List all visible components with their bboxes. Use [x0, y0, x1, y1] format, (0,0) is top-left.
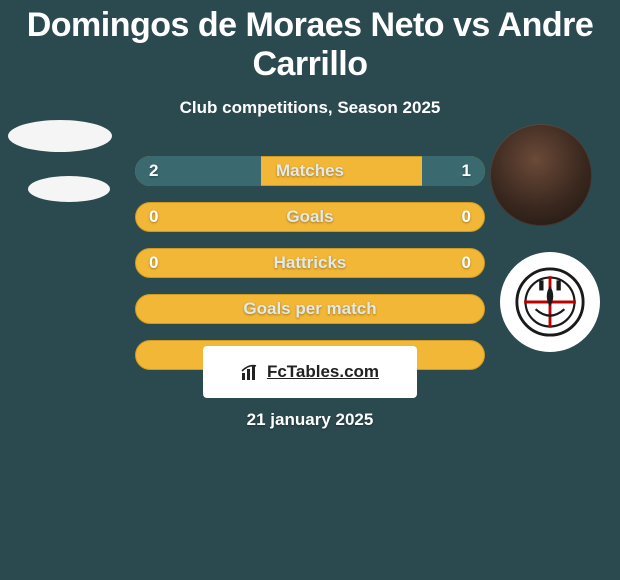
date-label: 21 january 2025 — [0, 410, 620, 430]
stat-label: Goals — [135, 202, 485, 232]
page-title: Domingos de Moraes Neto vs Andre Carrill… — [0, 0, 620, 84]
bar-chart-icon — [241, 363, 261, 381]
stat-value-right: 0 — [462, 248, 471, 278]
stat-value-left: 0 — [149, 202, 158, 232]
stat-value-left: 2 — [149, 156, 158, 186]
badge-text: FcTables.com — [267, 362, 379, 382]
stat-value-left: 0 — [149, 248, 158, 278]
left-player-placeholder-1 — [8, 120, 112, 152]
fctables-badge[interactable]: FcTables.com — [203, 346, 417, 398]
stat-label: Goals per match — [135, 294, 485, 324]
right-player-avatar — [490, 124, 592, 226]
stat-value-right: 1 — [462, 156, 471, 186]
stat-label: Hattricks — [135, 248, 485, 278]
stat-row: Matches2 1 — [135, 156, 485, 186]
subtitle: Club competitions, Season 2025 — [0, 98, 620, 118]
stat-row: Goals0 0 — [135, 202, 485, 232]
stat-value-right: 0 — [462, 202, 471, 232]
left-player-placeholder-2 — [28, 176, 110, 202]
right-club-crest — [500, 252, 600, 352]
crest-icon — [514, 266, 586, 338]
stat-label: Matches — [135, 156, 485, 186]
stat-row: Goals per match — [135, 294, 485, 324]
stat-row: Hattricks0 0 — [135, 248, 485, 278]
